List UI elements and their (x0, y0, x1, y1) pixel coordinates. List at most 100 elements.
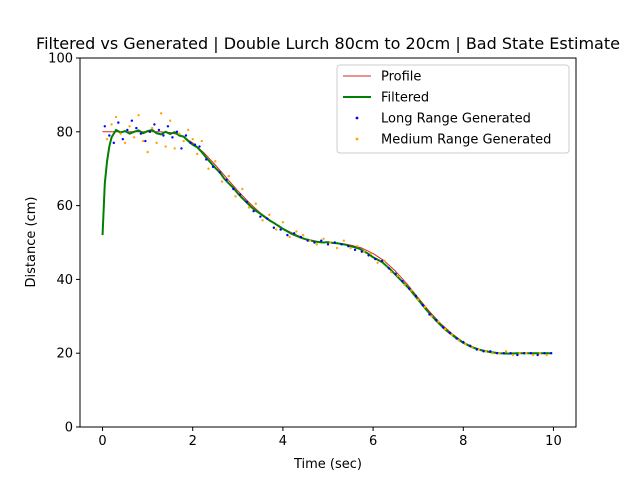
legend-label: Filtered (381, 91, 429, 106)
data-point (148, 130, 152, 133)
data-point (126, 128, 129, 132)
data-point (430, 315, 433, 318)
data-point (315, 243, 318, 246)
data-point (173, 147, 176, 150)
data-point (477, 348, 481, 351)
y-axis: 0 20 40 60 80 100 (48, 52, 80, 436)
data-point (220, 180, 224, 183)
x-tick-label: 10 (545, 434, 562, 449)
data-point (259, 215, 262, 218)
data-point (495, 352, 499, 355)
y-axis-label: Distance (cm) (24, 197, 39, 288)
data-point (475, 348, 478, 351)
data-point (531, 353, 535, 357)
legend-item: Profile (343, 70, 421, 85)
data-point (525, 352, 528, 355)
data-point (132, 136, 136, 139)
data-point (162, 134, 165, 137)
data-point (401, 280, 404, 283)
legend-swatch (355, 116, 359, 120)
data-point (254, 202, 258, 205)
x-axis-label: Time (sec) (293, 457, 362, 472)
data-point (157, 128, 161, 132)
data-point (498, 352, 501, 355)
data-point (502, 352, 506, 355)
data-point (511, 353, 515, 357)
data-point (509, 352, 512, 355)
data-point (362, 250, 366, 253)
data-point (207, 167, 210, 170)
data-point (410, 289, 413, 292)
data-point (128, 125, 131, 128)
data-point (471, 346, 474, 349)
data-point (342, 239, 345, 242)
data-point (196, 152, 199, 156)
data-point (295, 230, 298, 233)
series-line-1 (101, 128, 552, 355)
chart-title: Filtered vs Generated | Double Lurch 80c… (36, 34, 620, 53)
data-point (484, 350, 488, 353)
data-point (286, 233, 289, 237)
data-point (187, 128, 190, 132)
data-point (135, 126, 138, 130)
series-2 (103, 119, 553, 357)
y-tick-label: 40 (56, 273, 73, 288)
data-point (175, 130, 179, 133)
data-point (164, 145, 167, 148)
data-point (130, 119, 134, 122)
series-1 (101, 128, 552, 355)
data-point (302, 233, 305, 237)
data-point (387, 267, 391, 270)
data-point (428, 313, 431, 316)
data-point (360, 250, 364, 253)
data-point (538, 352, 542, 355)
data-point (112, 141, 116, 145)
data-point (121, 137, 125, 141)
data-point (180, 147, 183, 150)
data-point (322, 237, 325, 241)
data-point (326, 243, 330, 246)
data-point (455, 337, 458, 340)
data-point (211, 165, 215, 169)
legend-swatch (355, 137, 359, 141)
data-point (543, 352, 546, 355)
data-point (193, 143, 197, 146)
data-point (329, 241, 332, 244)
data-point (468, 344, 472, 348)
data-point (414, 294, 418, 298)
data-point (279, 228, 282, 231)
plot-area (79, 57, 577, 428)
data-point (333, 241, 336, 244)
data-point (281, 221, 285, 224)
data-point (200, 139, 203, 143)
data-point (450, 333, 454, 336)
data-point (545, 353, 548, 357)
data-point (407, 287, 411, 290)
data-point (489, 350, 492, 353)
data-point (232, 187, 235, 191)
data-point (389, 270, 393, 274)
data-point (529, 352, 533, 355)
data-point (448, 331, 451, 335)
x-tick-label: 2 (189, 434, 197, 449)
data-point (139, 132, 143, 135)
data-point (150, 126, 154, 130)
legend-label: Profile (381, 70, 421, 85)
data-point (184, 134, 188, 137)
data-point (218, 171, 221, 174)
data-point (265, 217, 269, 220)
legend: Profile Filtered Long Range Generated Mediu… (336, 64, 570, 154)
legend-label: Medium Range Generated (381, 133, 551, 148)
data-point (189, 141, 192, 145)
data-point (274, 228, 278, 231)
data-point (349, 246, 352, 250)
legend-item: Long Range Generated (355, 112, 531, 127)
data-point (482, 350, 485, 353)
data-point (123, 141, 127, 145)
data-point (227, 174, 230, 178)
data-point (168, 119, 172, 122)
data-point (153, 123, 156, 126)
data-point (340, 243, 343, 246)
data-point (416, 298, 420, 301)
